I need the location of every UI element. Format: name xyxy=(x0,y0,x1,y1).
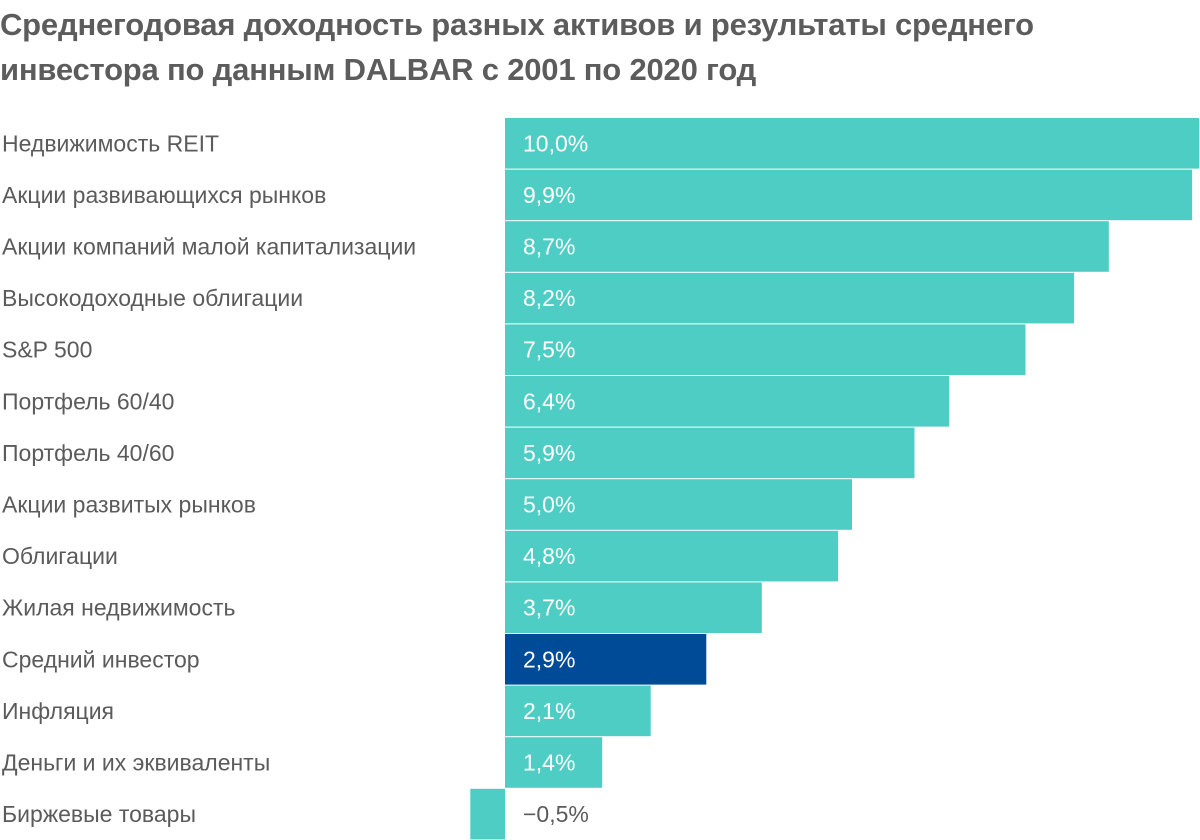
bar xyxy=(505,376,950,427)
value-label: 5,0% xyxy=(523,492,575,518)
category-label: Портфель 40/60 xyxy=(2,440,174,466)
category-label: Акции компаний малой капитализации xyxy=(2,234,416,260)
value-label: 9,9% xyxy=(523,182,575,208)
value-label: 1,4% xyxy=(523,750,575,776)
bar xyxy=(505,582,762,633)
category-label: Акции развивающихся рынков xyxy=(2,182,326,208)
category-label: Акции развитых рынков xyxy=(2,492,256,518)
bar xyxy=(505,737,603,788)
value-label: 6,4% xyxy=(523,388,575,414)
value-label: 4,8% xyxy=(523,543,575,569)
category-label: S&P 500 xyxy=(2,337,92,363)
bar xyxy=(505,685,651,737)
value-label: 10,0% xyxy=(523,130,588,156)
category-labels-group: Недвижимость REIT Акции развивающихся рын… xyxy=(2,130,416,827)
bar xyxy=(505,169,1193,221)
value-labels-group: 10,0% 9,9% 8,7% 8,2% 7,5% 6,4% 5,9% 5,0% 4,8% 3,7… xyxy=(523,130,589,827)
bar-highlight xyxy=(505,634,707,685)
bar xyxy=(505,221,1109,272)
bar xyxy=(470,788,505,840)
bar xyxy=(505,118,1199,169)
value-label: 8,2% xyxy=(523,285,575,311)
category-label: Деньги и их эквиваленты xyxy=(2,750,270,776)
category-label: Высокодоходные облигации xyxy=(2,285,303,311)
category-label: Недвижимость REIT xyxy=(2,130,219,156)
category-label: Облигации xyxy=(2,543,118,569)
value-label: −0,5% xyxy=(523,801,589,827)
category-label: Инфляция xyxy=(2,698,114,724)
bar xyxy=(505,479,852,530)
bars-group xyxy=(470,118,1199,840)
value-label: 5,9% xyxy=(523,440,575,466)
category-label: Жилая недвижимость xyxy=(2,595,235,621)
bar xyxy=(505,324,1026,375)
value-label: 2,9% xyxy=(523,646,575,672)
bar xyxy=(505,427,915,479)
value-label: 8,7% xyxy=(523,234,575,260)
bar xyxy=(505,272,1075,324)
bar xyxy=(505,530,839,582)
chart-title: Среднегодовая доходность разных активов … xyxy=(0,7,1034,87)
value-label: 2,1% xyxy=(523,698,575,724)
value-label: 3,7% xyxy=(523,595,575,621)
category-label: Портфель 60/40 xyxy=(2,388,174,414)
category-label: Средний инвестор xyxy=(2,646,200,672)
value-label: 7,5% xyxy=(523,337,575,363)
category-label: Биржевые товары xyxy=(2,801,196,827)
